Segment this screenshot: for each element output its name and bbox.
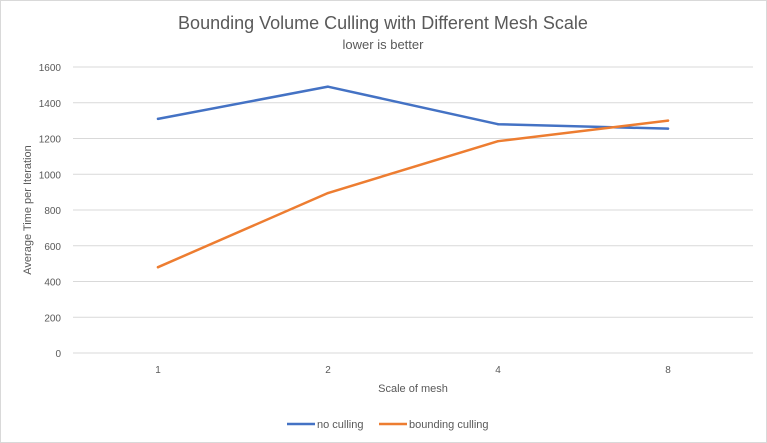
x-tick-label: 8 bbox=[665, 365, 671, 376]
data-point bbox=[326, 191, 330, 195]
data-point bbox=[666, 119, 670, 122]
legend-label: bounding culling bbox=[409, 419, 489, 431]
series-line-1 bbox=[156, 119, 670, 269]
y-tick-label: 800 bbox=[44, 206, 61, 217]
data-point bbox=[666, 127, 670, 130]
y-tick-label: 400 bbox=[44, 278, 61, 289]
legend: no culling bounding culling bbox=[287, 419, 489, 431]
data-point bbox=[156, 117, 160, 121]
x-tick-label: 2 bbox=[325, 365, 331, 376]
y-tick-label: 600 bbox=[44, 242, 61, 253]
y-tick-label: 1600 bbox=[39, 63, 62, 74]
chart-subtitle: lower is better bbox=[343, 37, 425, 52]
chart-title: Bounding Volume Culling with Different M… bbox=[178, 13, 588, 33]
y-axis-ticks: 0 200 400 600 800 1000 1200 1400 1600 bbox=[39, 63, 62, 360]
y-tick-label: 1000 bbox=[39, 170, 62, 181]
series-line-0 bbox=[156, 85, 670, 130]
data-point bbox=[156, 266, 160, 269]
gridlines bbox=[73, 66, 753, 354]
y-tick-label: 0 bbox=[55, 349, 61, 360]
series-lines bbox=[156, 85, 670, 269]
y-tick-label: 1400 bbox=[39, 99, 62, 110]
y-axis-label: Average Time per Iteration bbox=[22, 145, 34, 274]
data-point bbox=[496, 123, 500, 126]
data-point bbox=[496, 139, 500, 143]
x-axis-ticks: 1 2 4 8 bbox=[155, 365, 671, 376]
x-tick-label: 1 bbox=[155, 365, 161, 376]
legend-label: no culling bbox=[317, 419, 363, 431]
x-axis-label: Scale of mesh bbox=[378, 383, 448, 395]
y-tick-label: 1200 bbox=[39, 135, 62, 146]
y-tick-label: 200 bbox=[44, 313, 61, 324]
x-tick-label: 4 bbox=[495, 365, 501, 376]
data-point bbox=[326, 85, 330, 88]
